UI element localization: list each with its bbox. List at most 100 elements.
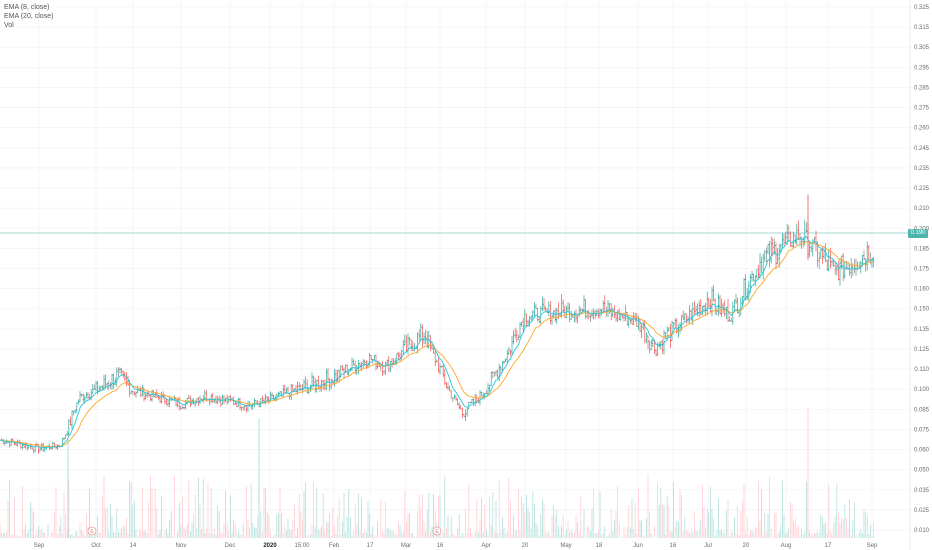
volume-bar (350, 517, 351, 538)
volume-bar (322, 493, 324, 538)
x-tick-label: Mar (401, 543, 411, 549)
volume-bar (793, 520, 794, 538)
last-price-label: 0.190 (908, 229, 928, 238)
volume-bar (202, 478, 204, 538)
volume-bar (514, 530, 516, 538)
volume-bar (382, 530, 383, 538)
volume-bar (100, 533, 102, 538)
volume-bar (782, 480, 783, 538)
volume-bar (180, 525, 182, 538)
volume-bar (268, 514, 270, 538)
volume-bar (866, 515, 868, 538)
volume-bar (127, 533, 129, 538)
volume-bar (551, 515, 553, 538)
volume-bar (855, 534, 857, 538)
volume-bar (455, 536, 457, 538)
volume-bar (449, 535, 450, 538)
legend-ema8[interactable]: EMA (8, close) (4, 4, 50, 11)
volume-bar (367, 501, 369, 538)
x-tick-label: 15:00 (294, 543, 310, 549)
volume-bar (177, 531, 178, 538)
volume-bar (542, 498, 543, 538)
volume-bar (535, 521, 537, 538)
volume-bar (492, 492, 494, 538)
volume-bar (428, 492, 430, 538)
volume-bar (98, 532, 100, 538)
volume-bar (146, 532, 148, 538)
volume-bar (708, 512, 710, 538)
volume-bar (321, 526, 322, 538)
y-tick-label: 0.245 (914, 146, 930, 152)
x-axis: Sep Oct 14 Nov Dec 2020 15:00 Feb 17 Mar 16 Apr 20 Ma… (34, 543, 878, 549)
volume-bar (9, 479, 10, 538)
volume-bar (204, 532, 206, 538)
volume-bar (823, 523, 825, 538)
x-tick-label: 20 (522, 543, 529, 549)
volume-bar (241, 534, 242, 538)
volume-bar (254, 527, 255, 538)
volume-bar (306, 534, 308, 538)
volume-bar (273, 535, 274, 538)
volume-bar (319, 528, 321, 538)
volume-bar (684, 516, 686, 538)
volume-bar (183, 527, 185, 538)
volume-bar (567, 521, 569, 538)
volume-bar (234, 522, 236, 538)
volume-bar (97, 515, 98, 538)
volume-bar (225, 490, 226, 538)
volume-bar (828, 485, 830, 538)
volume-bar (695, 531, 697, 538)
volume-bar (394, 533, 396, 538)
y-tick-label: 0.075 (914, 427, 930, 433)
volume-bar (297, 527, 298, 538)
x-tick-label: 17 (367, 543, 374, 549)
volume-bar (142, 487, 143, 538)
volume-bar (625, 534, 626, 538)
volume-bar (398, 521, 399, 538)
volume-bar (302, 519, 303, 538)
x-tick-label: 20 (743, 543, 750, 549)
earnings-marker[interactable]: E (87, 526, 97, 536)
volume-bar (564, 534, 566, 538)
volume-bar (135, 529, 137, 538)
volume-bar (362, 532, 364, 538)
volume-bar (15, 534, 17, 538)
volume-bar (374, 535, 375, 538)
volume-bar (230, 496, 231, 538)
volume-bar (740, 511, 742, 538)
volume-bar (330, 536, 332, 538)
volume-bar (543, 503, 545, 538)
volume-bar (22, 485, 23, 538)
volume-bar (54, 512, 55, 538)
volume-bar (329, 513, 330, 538)
volume-bar (326, 523, 327, 538)
y-tick-label: 0.295 (914, 65, 930, 71)
volume-bar (671, 530, 673, 538)
volume-bar (222, 532, 223, 538)
volume-bar (290, 529, 292, 538)
volume-bar (758, 480, 759, 538)
volume-bar (682, 531, 684, 538)
volume-bar (212, 533, 214, 538)
volume-bar (777, 534, 778, 538)
volume-bar (497, 533, 498, 538)
volume-bar (694, 511, 695, 538)
volume-bar (788, 528, 790, 538)
volume-bar (849, 499, 850, 538)
y-tick-label: 0.060 (914, 448, 930, 454)
volume-bar (630, 527, 631, 538)
volume-bar (210, 488, 212, 538)
volume-bar (287, 518, 289, 538)
volume-bar (774, 513, 775, 538)
volume-bar (108, 531, 110, 538)
legend-ema20[interactable]: EMA (20, close) (4, 13, 54, 20)
volume-bar (490, 525, 492, 538)
legend-vol[interactable]: Vol (4, 22, 14, 29)
volume-bar (815, 533, 817, 538)
y-tick-label: 0.150 (914, 307, 930, 313)
earnings-marker[interactable]: E (432, 526, 442, 536)
volume-bar (343, 492, 345, 538)
volume-bar (194, 494, 196, 538)
